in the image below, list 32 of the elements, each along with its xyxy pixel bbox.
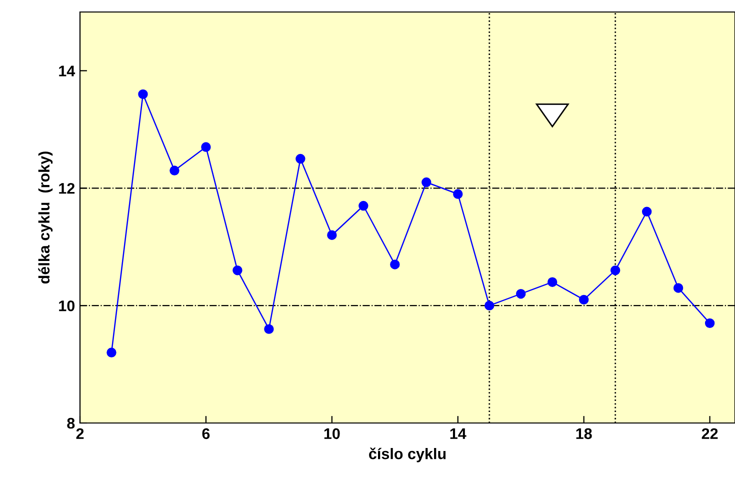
- y-tick-label: 12: [59, 183, 75, 194]
- point: [673, 283, 684, 293]
- point: [138, 89, 148, 100]
- x-tick-label: 6: [202, 428, 210, 440]
- y-tick-label: 8: [67, 418, 75, 429]
- point: [264, 324, 274, 334]
- x-tick-label: 22: [702, 428, 718, 439]
- point: [484, 300, 494, 310]
- point: [358, 200, 368, 211]
- y-tick-label: 10: [59, 300, 75, 312]
- point: [327, 230, 337, 240]
- point: [201, 142, 211, 152]
- point: [516, 288, 526, 299]
- x-tick-label: 18: [576, 428, 592, 440]
- point: [547, 277, 558, 287]
- x-tick-label: 14: [450, 428, 466, 439]
- x-tick-label: 2: [76, 428, 84, 439]
- point: [578, 294, 589, 305]
- y-axis-title: délka cyklu (roky): [38, 152, 53, 284]
- point: [170, 166, 180, 176]
- point: [232, 265, 242, 276]
- point: [296, 154, 306, 164]
- x-tick-label: 10: [324, 428, 340, 440]
- point: [390, 260, 400, 270]
- point: [106, 348, 116, 358]
- point: [704, 318, 715, 328]
- y-tick-label: 14: [59, 66, 76, 76]
- point: [422, 177, 432, 188]
- x-axis-title: číslo cyklu: [369, 448, 446, 462]
- point: [610, 265, 620, 276]
- point: [642, 206, 652, 216]
- point: [453, 189, 463, 199]
